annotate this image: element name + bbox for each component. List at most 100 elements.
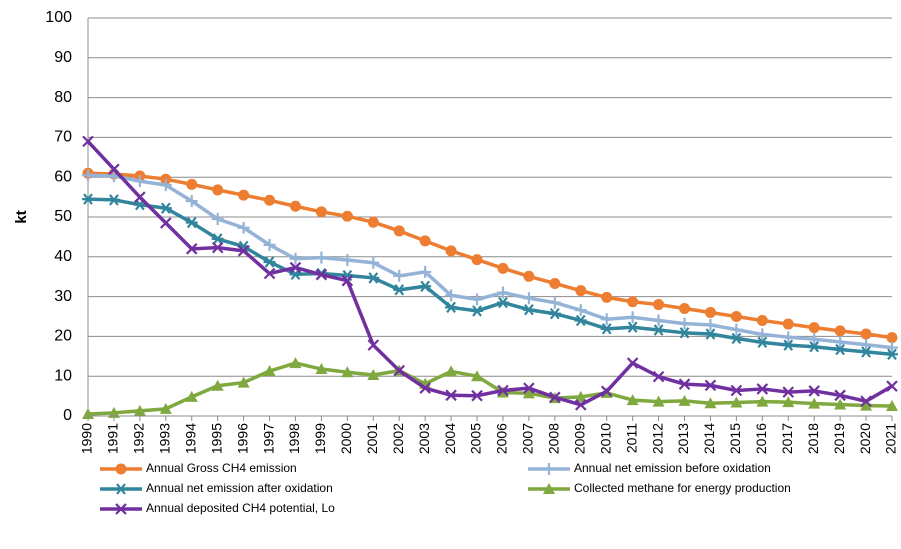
marker <box>652 324 665 336</box>
marker <box>211 233 224 245</box>
marker <box>704 318 717 331</box>
marker <box>341 366 354 378</box>
marker <box>185 390 198 402</box>
marker <box>82 135 94 148</box>
x-tick-label: 1993 <box>157 423 173 454</box>
x-tick-label: 2011 <box>623 423 639 453</box>
marker <box>548 296 561 309</box>
x-tick-label: 2002 <box>390 423 406 454</box>
marker <box>756 328 769 341</box>
legend-label: Annual net emission before oxidation <box>574 461 771 475</box>
marker <box>393 269 406 282</box>
x-tick-label: 2019 <box>831 423 847 454</box>
marker <box>238 189 250 201</box>
series-line <box>87 171 893 340</box>
y-tick-label: 30 <box>54 288 72 305</box>
marker <box>574 390 587 402</box>
marker <box>782 331 795 344</box>
marker <box>574 399 587 411</box>
marker <box>860 395 872 408</box>
marker <box>522 387 535 399</box>
y-tick-label: 0 <box>63 407 72 424</box>
marker <box>315 206 327 218</box>
marker <box>471 305 484 317</box>
legend-marker <box>115 503 127 515</box>
marker <box>600 323 613 335</box>
marker <box>808 341 821 353</box>
x-tick-label: 2018 <box>805 423 821 454</box>
marker <box>212 184 224 196</box>
y-tick-label: 80 <box>54 89 72 106</box>
marker <box>730 323 743 336</box>
legend-marker <box>543 463 555 475</box>
x-tick-label: 1999 <box>312 423 328 454</box>
marker <box>600 385 613 398</box>
marker <box>159 179 172 192</box>
marker <box>115 503 127 515</box>
marker <box>367 216 379 228</box>
marker <box>185 216 198 229</box>
marker <box>367 339 380 351</box>
marker <box>652 395 665 407</box>
marker <box>886 348 898 360</box>
marker <box>523 382 535 394</box>
marker <box>107 194 120 206</box>
marker <box>159 402 172 414</box>
marker <box>756 336 769 349</box>
marker <box>860 346 873 358</box>
marker <box>886 341 898 354</box>
marker <box>445 289 458 302</box>
legend-label: Annual net emission after oxidation <box>146 481 333 495</box>
marker <box>627 296 639 308</box>
x-tick-label: 2007 <box>520 423 536 454</box>
marker <box>808 322 820 334</box>
marker <box>133 404 146 416</box>
marker <box>186 178 198 190</box>
x-tick-label: 1990 <box>79 423 95 454</box>
x-tick-label: 2021 <box>883 423 899 454</box>
marker <box>134 191 146 203</box>
marker <box>497 262 509 274</box>
marker <box>860 338 873 351</box>
x-tick-label: 2009 <box>571 423 587 454</box>
marker <box>211 379 224 391</box>
marker <box>133 175 146 188</box>
marker <box>523 270 535 282</box>
marker <box>782 386 795 398</box>
marker <box>549 391 561 404</box>
marker <box>185 243 198 255</box>
marker <box>548 308 561 320</box>
marker <box>756 314 768 326</box>
x-tick-label: 2003 <box>416 423 432 454</box>
marker <box>315 251 328 264</box>
marker <box>82 169 94 182</box>
x-tick-label: 1998 <box>286 423 302 454</box>
y-tick-label: 40 <box>54 248 72 265</box>
legend-marker <box>115 463 127 475</box>
marker <box>549 277 561 289</box>
y-tick-label: 90 <box>54 49 72 66</box>
x-tick-label: 2015 <box>727 423 743 454</box>
marker <box>626 311 639 324</box>
x-tick-label: 1996 <box>234 423 250 454</box>
x-tick-label: 2012 <box>649 423 665 454</box>
y-tick-label: 100 <box>45 9 72 26</box>
marker <box>678 317 691 330</box>
marker <box>107 406 120 418</box>
marker <box>237 376 250 388</box>
marker <box>471 370 484 382</box>
marker <box>730 332 743 345</box>
marker <box>108 163 120 176</box>
marker <box>756 383 769 395</box>
y-tick-label: 20 <box>54 328 72 345</box>
marker <box>82 193 94 205</box>
marker <box>393 225 405 237</box>
marker <box>471 389 483 402</box>
marker <box>419 235 431 247</box>
x-tick-label: 1994 <box>182 423 198 454</box>
marker <box>782 318 794 330</box>
marker <box>185 195 198 208</box>
marker <box>315 268 328 281</box>
marker <box>652 370 665 383</box>
